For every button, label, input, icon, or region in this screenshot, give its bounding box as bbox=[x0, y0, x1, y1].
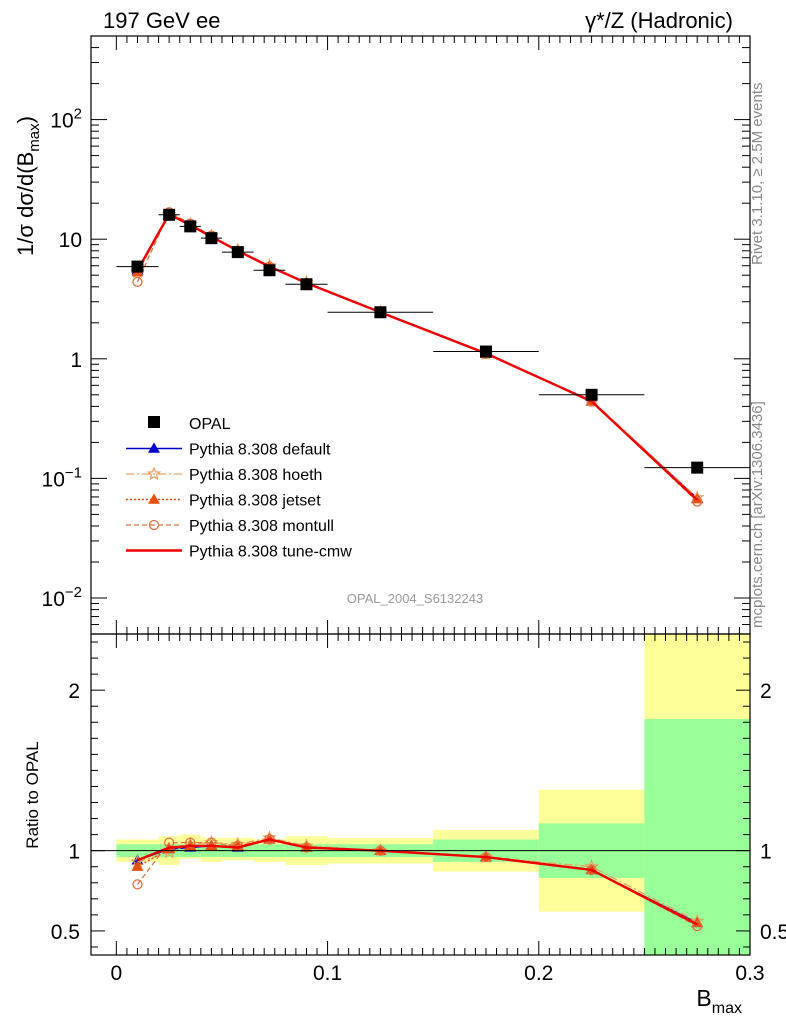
legend-label-hoeth: Pythia 8.308 hoeth bbox=[189, 467, 322, 484]
xlabel: Bmax bbox=[696, 985, 742, 1017]
legend-label-default: Pythia 8.308 default bbox=[189, 442, 331, 459]
opal-point-7 bbox=[374, 306, 387, 319]
legend-label-montull: Pythia 8.308 montull bbox=[189, 518, 334, 535]
ratio-ytick-label-left-2: 2 bbox=[68, 680, 80, 703]
xtick-label-1: 0.1 bbox=[313, 962, 342, 985]
main-line-montull bbox=[136, 211, 698, 503]
opal-point-0 bbox=[131, 260, 144, 273]
ratio-bands bbox=[116, 634, 750, 955]
ratio-line-cmw bbox=[137, 838, 698, 926]
ratio-point-montull-10 bbox=[692, 920, 703, 932]
ratio-point-jetset-0 bbox=[131, 860, 144, 871]
legend-marker-default bbox=[148, 442, 160, 453]
ratio-frame bbox=[90, 633, 751, 956]
xtick-label-2: 0.2 bbox=[524, 962, 553, 985]
legend-marker-opal bbox=[148, 416, 160, 428]
ratio-ylabel: Ratio to OPAL bbox=[23, 741, 42, 848]
ratio-point-montull-2 bbox=[185, 837, 196, 848]
ratio-ytick-label-right-0: 0.5 bbox=[760, 921, 786, 944]
ratio-ytick-label-right-2: 2 bbox=[760, 680, 772, 703]
xtick-label-3: 0.3 bbox=[735, 962, 764, 985]
main-bands bbox=[116, 206, 750, 507]
legend: OPAL Pythia 8.308 default Pythia 8.308 hoe… bbox=[126, 416, 352, 561]
header-left: 197 GeV ee bbox=[103, 8, 220, 33]
opal-point-4 bbox=[231, 246, 244, 259]
source-label: mcplots.cern.ch [arXiv:1306.3436] bbox=[749, 401, 766, 628]
legend-marker-jetset bbox=[148, 493, 160, 504]
main-ytick-label-3: 10 bbox=[59, 229, 82, 252]
ratio-point-montull-3 bbox=[206, 837, 217, 848]
ratio-ytick-label-left-1: 1 bbox=[68, 841, 80, 864]
main-ylabel: 1/σ dσ/d(Bmax) bbox=[13, 116, 43, 256]
legend-marker-hoeth bbox=[146, 466, 162, 481]
main-ytick-label-1: 10−1 bbox=[42, 464, 82, 491]
opal-point-10 bbox=[691, 461, 704, 474]
legend-marker-montull bbox=[148, 519, 160, 531]
legend-label-opal: OPAL bbox=[189, 416, 231, 433]
opal-point-6 bbox=[300, 278, 313, 291]
main-ytick-label-2: 1 bbox=[70, 349, 82, 372]
main-ytick-label-0: 10−2 bbox=[42, 584, 82, 611]
xtick-label-0: 0 bbox=[111, 962, 123, 985]
opal-point-8 bbox=[479, 345, 492, 358]
ratio-point-montull-0 bbox=[132, 879, 143, 890]
rivet-label: Rivet 3.1.10, ≥ 2.5M events bbox=[749, 83, 766, 266]
header-right: γ*/Z (Hadronic) bbox=[585, 8, 733, 33]
main-point-montull-10 bbox=[692, 496, 703, 507]
watermark: OPAL_2004_S6132243 bbox=[347, 591, 483, 606]
opal-point-9 bbox=[585, 388, 598, 401]
legend-label-jetset: Pythia 8.308 jetset bbox=[189, 493, 321, 510]
main-ytick-label-4: 102 bbox=[50, 106, 82, 133]
main-point-jetset-10 bbox=[691, 493, 704, 504]
ratio-ytick-label-right-1: 1 bbox=[760, 841, 772, 864]
opal-point-2 bbox=[184, 220, 197, 233]
opal-point-1 bbox=[163, 208, 176, 221]
legend-label-cmw: Pythia 8.308 tune-cmw bbox=[189, 544, 352, 561]
opal-point-3 bbox=[205, 232, 218, 245]
ratio-ytick-label-left-0: 0.5 bbox=[51, 921, 80, 944]
opal-point-5 bbox=[263, 264, 276, 277]
main-point-montull-0 bbox=[132, 276, 143, 287]
